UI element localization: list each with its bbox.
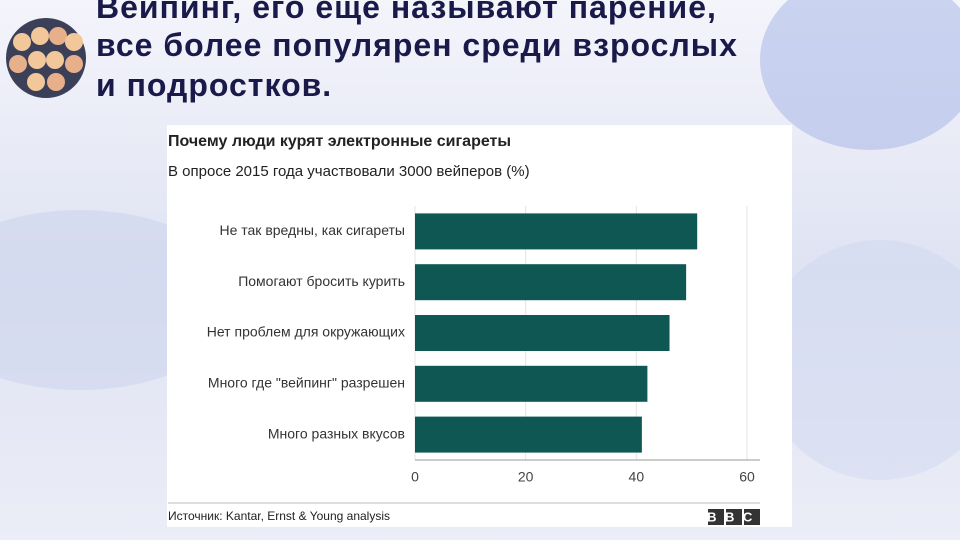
x-tick-label: 0 <box>411 469 419 485</box>
heading-line: и подростков. <box>96 67 332 103</box>
bar <box>415 264 687 301</box>
x-tick-label: 20 <box>518 469 534 485</box>
bar <box>415 365 648 402</box>
heading-line: Вейпинг, его еще называют парение, <box>96 0 717 25</box>
y-tick-label: Много где "вейпинг" разрешен <box>208 375 405 391</box>
watercolor-blob <box>760 240 960 480</box>
logo: BBC <box>707 509 761 525</box>
chart-title: Почему люди курят электронные сигареты <box>168 133 511 150</box>
plot: 0 20 40 60 Не так вредны, как сигареты Помога… <box>207 206 760 485</box>
y-tick-label: Помогают бросить курить <box>238 273 405 289</box>
bar <box>415 315 670 351</box>
watercolor-blob <box>760 0 960 150</box>
bar <box>415 416 642 453</box>
y-tick-label: Много разных вкусов <box>268 425 405 441</box>
y-tick-label: Не так вредны, как сигареты <box>219 222 405 238</box>
chart-subtitle: В опросе 2015 года участвовали 3000 вейп… <box>168 163 530 180</box>
heading-line: все более популярен среди взрослых <box>96 27 738 63</box>
x-tick-label: 40 <box>629 469 645 485</box>
logo-text: BBC <box>707 509 761 524</box>
x-tick-label: 60 <box>739 469 755 485</box>
bar <box>415 213 698 250</box>
y-tick-label: Нет проблем для окружающих <box>207 324 405 340</box>
people-icon <box>6 18 86 98</box>
source: Источник: Kantar, Ernst & Young analysis <box>168 509 390 523</box>
slide-heading: Вейпинг, его еще называют парение, все б… <box>96 0 748 103</box>
